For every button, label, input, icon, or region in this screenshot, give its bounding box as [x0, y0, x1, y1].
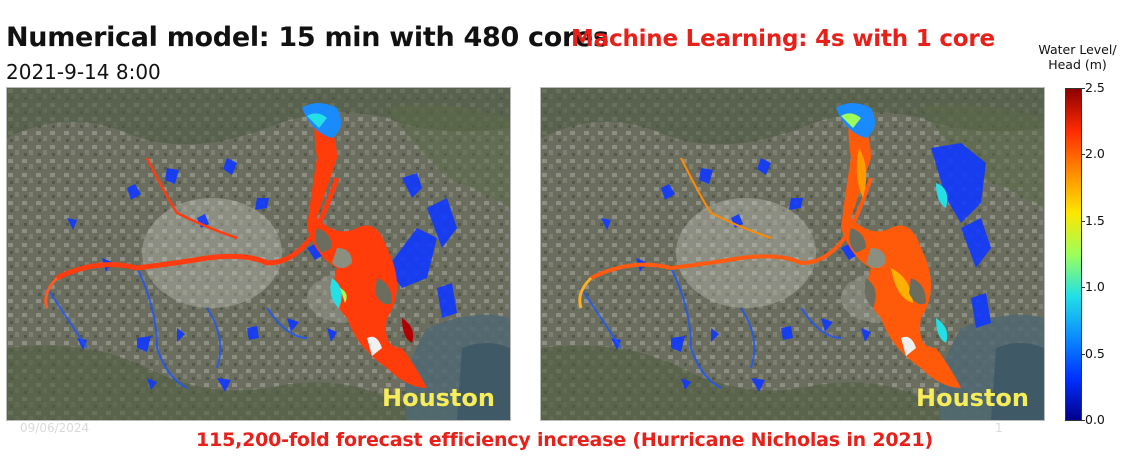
- machine-learning-map: Houston: [540, 87, 1045, 421]
- houston-label: Houston: [916, 384, 1029, 412]
- houston-label: Houston: [382, 384, 495, 412]
- efficiency-caption: 115,200-fold forecast efficiency increas…: [196, 429, 933, 451]
- colorbar-tick-mark: [1082, 287, 1085, 289]
- numerical-model-map: Houston: [6, 87, 511, 421]
- machine-learning-title: Machine Learning: 4s with 1 core: [571, 26, 995, 52]
- footer-page-number: 1: [995, 421, 1003, 435]
- colorbar-tick-mark: [1082, 420, 1085, 421]
- colorbar-tick-label: 1.5: [1085, 212, 1105, 228]
- colorbar: [1065, 88, 1082, 421]
- colorbar-tick-label: 2.5: [1085, 80, 1105, 95]
- colorbar-title: Water Level/ Head (m): [1028, 42, 1127, 72]
- colorbar-tick-label: 0.5: [1085, 345, 1105, 361]
- colorbar-tick-mark: [1082, 88, 1085, 89]
- colorbar-title-line-2: Head (m): [1048, 57, 1107, 72]
- footer-date: 09/06/2024: [20, 421, 90, 435]
- colorbar-title-line-1: Water Level/: [1038, 42, 1117, 57]
- colorbar-tick-mark: [1082, 220, 1085, 222]
- colorbar-tick-mark: [1082, 353, 1085, 355]
- colorbar-tick-label: 2.0: [1085, 146, 1105, 162]
- flood-map-graphic: [541, 88, 1044, 420]
- flood-map-graphic: [7, 88, 510, 420]
- colorbar-tick-label: 1.0: [1085, 279, 1105, 295]
- colorbar-tick-mark: [1082, 154, 1085, 156]
- colorbar-tick-label: 0.0: [1085, 412, 1105, 427]
- timestamp-label: 2021-9-14 8:00: [6, 60, 161, 84]
- numerical-model-title: Numerical model: 15 min with 480 cores: [6, 22, 609, 53]
